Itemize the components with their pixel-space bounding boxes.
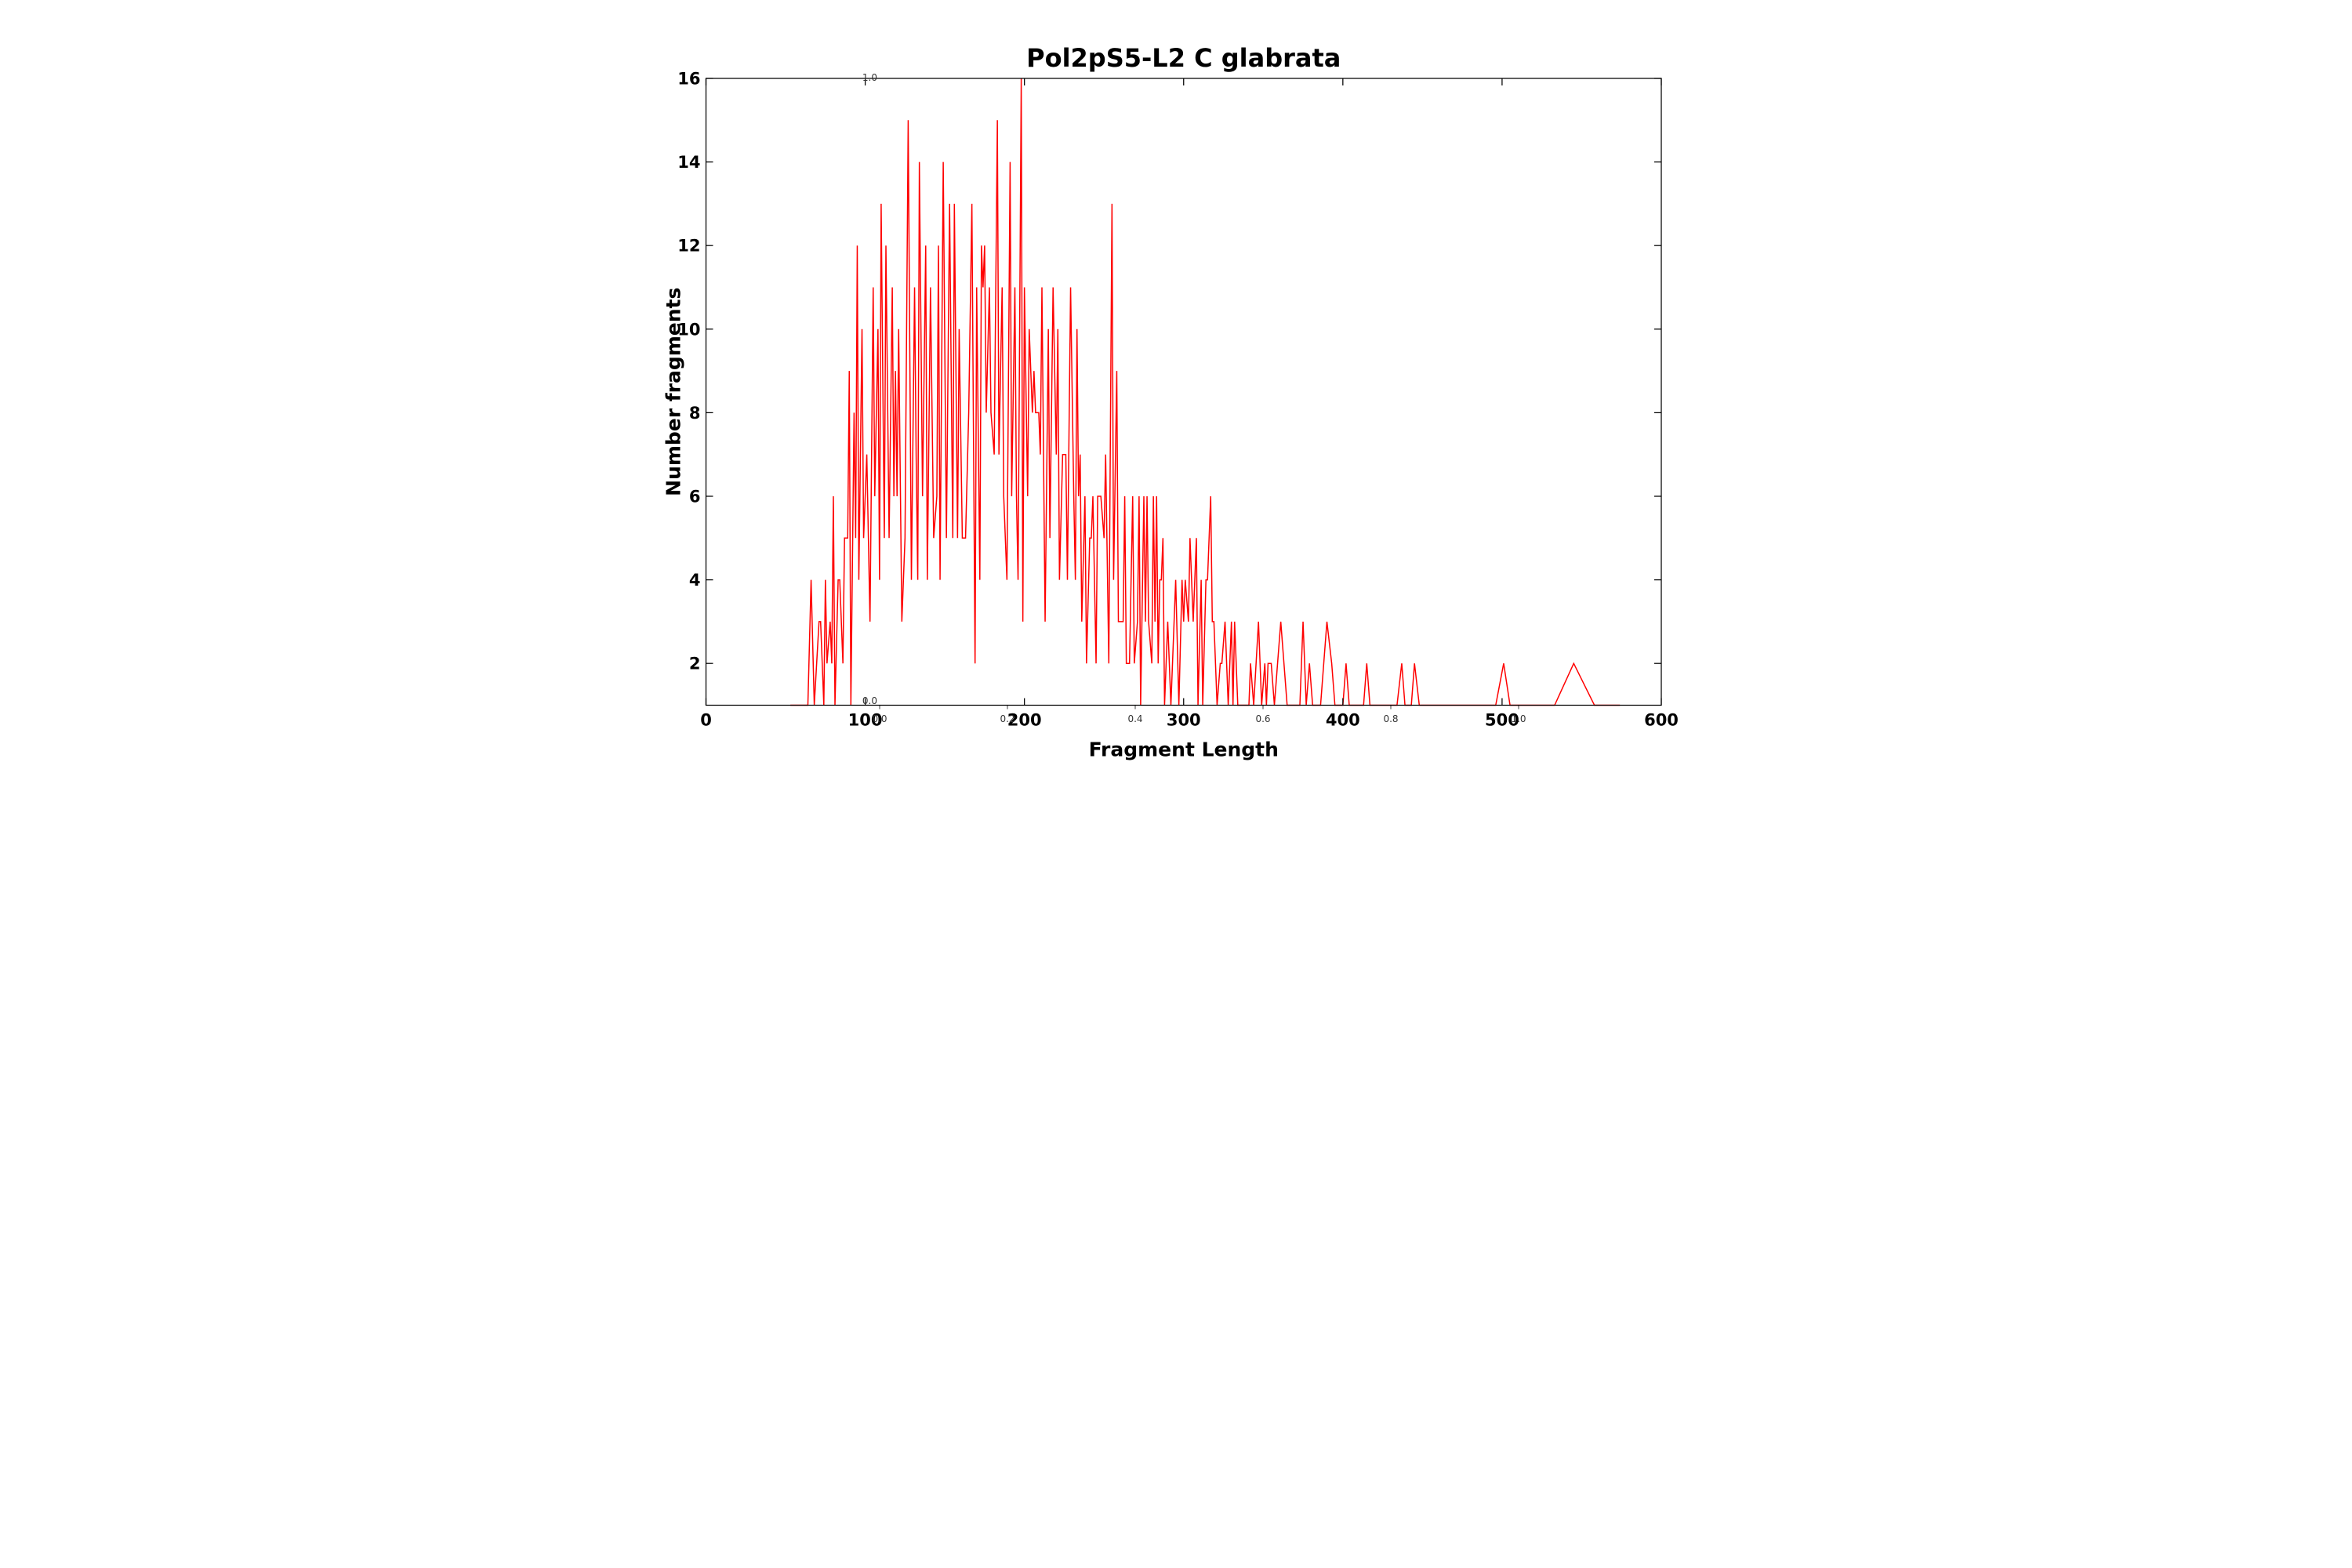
data-series-layer — [790, 78, 1621, 706]
y-tick-label: 12 — [677, 237, 700, 256]
x-tick-label: 0 — [700, 711, 712, 730]
x-tick-label: 200 — [1007, 711, 1042, 730]
text-layer: 0 100 200 300 400 500 600 2 4 6 8 10 12 14 16 0.0 0.2 0.4… — [662, 43, 1679, 761]
secondary-x-tick-label: 1.0 — [1511, 713, 1526, 724]
secondary-x-tick-label: 0.2 — [1000, 713, 1014, 724]
x-axis-label: Fragment Length — [1089, 739, 1279, 761]
secondary-x-tick-label: 0.8 — [1383, 713, 1398, 724]
axes-layer — [705, 78, 1662, 710]
y-tick-label: 8 — [689, 404, 701, 423]
y-tick-label: 4 — [689, 571, 701, 590]
figure: 0 100 200 300 400 500 600 2 4 6 8 10 12 14 16 0.0 0.2 0.4… — [588, 0, 1764, 784]
chart-title: Pol2pS5-L2 C glabrata — [1026, 43, 1341, 73]
secondary-y-tick-label-top: 1.0 — [862, 72, 877, 83]
y-tick-label: 2 — [689, 655, 701, 673]
y-tick-label: 6 — [689, 488, 701, 506]
x-tick-label: 100 — [848, 711, 883, 730]
y-tick-label: 14 — [677, 153, 700, 172]
secondary-x-tick-label: 0.4 — [1127, 713, 1142, 724]
x-tick-label: 300 — [1167, 711, 1201, 730]
secondary-x-tick-label: 0.0 — [872, 713, 887, 724]
y-tick-label: 10 — [677, 320, 700, 339]
chart-canvas: 0 100 200 300 400 500 600 2 4 6 8 10 12 14 16 0.0 0.2 0.4… — [588, 0, 1764, 784]
y-axis-label: Number fragments — [662, 288, 685, 496]
x-tick-label: 500 — [1485, 711, 1519, 730]
secondary-y-tick-label-bottom: 0.0 — [862, 695, 877, 706]
secondary-x-tick-label: 0.6 — [1255, 713, 1270, 724]
data-line-fragment-length-counts — [790, 78, 1621, 706]
x-tick-label: 400 — [1326, 711, 1360, 730]
x-tick-label: 600 — [1644, 711, 1679, 730]
y-tick-label: 16 — [677, 70, 700, 89]
